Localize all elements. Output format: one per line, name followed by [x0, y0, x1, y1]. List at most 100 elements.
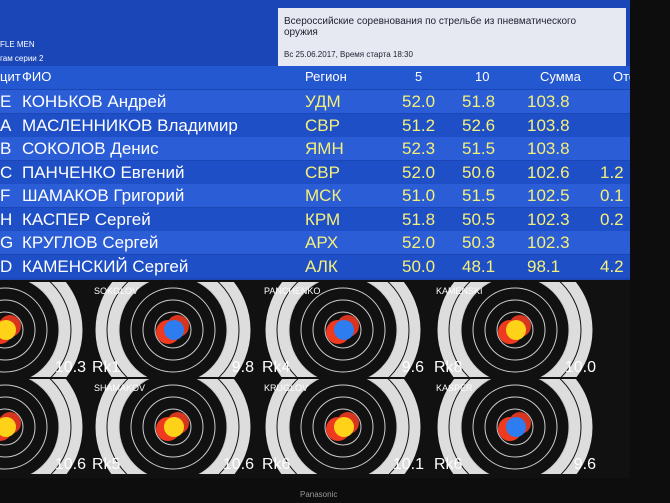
target-name: SHAMAKOV: [94, 383, 145, 393]
target-score: 10.6: [55, 456, 86, 473]
cell-gap: 1.2: [600, 162, 624, 182]
cell-s10: 48.1: [462, 256, 496, 276]
cell-code: D: [0, 256, 13, 276]
target-svg: SHAMAKOV Rk5 10.6: [92, 379, 254, 474]
target-rank: Rk4: [262, 359, 291, 376]
cell-region: ЯМН: [305, 139, 344, 158]
target: KRUGLOV Rk6 10.1: [258, 379, 428, 474]
cell-total: 102.3: [527, 209, 570, 229]
table-row: D КАМЕНСКИЙ Сергей АЛК 50.0 48.1 98.1 4.2: [0, 254, 630, 278]
cell-s5: 52.0: [402, 92, 436, 111]
cell-s5: 52.0: [402, 233, 436, 252]
column-label: Отст.: [613, 69, 630, 84]
cell-s10: 51.5: [462, 139, 496, 158]
cell-s5: 51.8: [402, 209, 436, 229]
cell-s5: 50.0: [402, 256, 436, 276]
target-svg: KRUGLOV Rk6 10.1: [262, 379, 424, 474]
table-row: G КРУГЛОВ Сергей АРХ 52.0 50.3 102.3: [0, 231, 630, 254]
cell-s10: 50.5: [462, 209, 496, 229]
table-row: E КОНЬКОВ Андрей УДМ 52.0 51.8 103.8: [0, 90, 630, 113]
cell-code: A: [0, 115, 12, 135]
cell-gap: 0.1: [600, 186, 624, 205]
target-name: SOKOLOV: [94, 286, 138, 296]
cell-total: 102.6: [527, 162, 570, 182]
cell-total: 102.3: [527, 233, 570, 252]
target-rank: Rk1: [92, 359, 121, 376]
table-row: B СОКОЛОВ Денис ЯМН 52.3 51.5 103.8: [0, 137, 630, 160]
cell-name: ШАМАКОВ Григорий: [22, 186, 185, 205]
cell-name: КАМЕНСКИЙ Сергей: [22, 256, 189, 276]
cell-total: 102.5: [527, 186, 570, 205]
column-label: Регион: [305, 69, 347, 84]
shot: [164, 417, 184, 437]
cell-region: УДМ: [305, 92, 341, 111]
target: KAMENSKI Rk8 10.0: [430, 282, 600, 377]
cell-s10: 50.3: [462, 233, 496, 252]
cell-name: КОНЬКОВ Андрей: [22, 92, 167, 111]
cell-s10: 51.5: [462, 186, 496, 205]
cell-name: ПАНЧЕНКО Евгений: [22, 162, 185, 182]
cell-name: МАСЛЕННИКОВ Владимир: [22, 115, 238, 135]
cell-region: СВР: [305, 115, 340, 135]
shot: [506, 320, 526, 340]
target: 10.6: [0, 379, 90, 474]
target: KASPER Rk6 9.6: [430, 379, 600, 474]
shot: [334, 320, 354, 340]
cell-total: 98.1: [527, 256, 561, 276]
column-label: цит: [0, 69, 21, 84]
cell-total: 103.8: [527, 115, 570, 135]
cell-s10: 50.6: [462, 162, 496, 182]
cell-name: КРУГЛОВ Сергей: [22, 233, 159, 252]
cell-code: C: [0, 162, 13, 182]
shot: [334, 417, 354, 437]
target-svg: PANCHENKO Rk4 9.6: [262, 282, 424, 377]
target-name: PANCHENKO: [264, 286, 320, 296]
cell-total: 103.8: [527, 139, 570, 158]
target-svg: KASPER Rk6 9.6: [434, 379, 596, 474]
cell-code: H: [0, 209, 13, 229]
shot: [506, 417, 526, 437]
target-score: 10.6: [223, 456, 254, 473]
target-score: 9.8: [232, 359, 254, 376]
column-label: Сумма: [540, 69, 581, 84]
column-label: 5: [415, 69, 423, 84]
cell-name: СОКОЛОВ Денис: [22, 139, 159, 158]
shot: [164, 320, 184, 340]
cell-region: СВР: [305, 162, 340, 182]
cell-region: АРХ: [305, 233, 339, 252]
target-rank: Rk8: [434, 359, 463, 376]
target: SOKOLOV Rk1 9.8: [88, 282, 258, 377]
cell-code: G: [0, 233, 14, 252]
target-score: 10.3: [55, 359, 86, 376]
screen: FLE MEN гам серии 2 Всероссийские соревн…: [0, 0, 630, 478]
cell-region: АЛК: [305, 256, 338, 276]
target-rank: Rk6: [262, 456, 291, 473]
target-rank: Rk6: [434, 456, 463, 473]
target: SHAMAKOV Rk5 10.6: [88, 379, 258, 474]
cell-code: E: [0, 92, 12, 111]
target: 10.3: [0, 282, 90, 377]
header-left: гам серии 2: [0, 54, 44, 63]
cell-s5: 52.3: [402, 139, 436, 158]
header-subtitle: Вс 25.06.2017, Время старта 18:30: [284, 50, 413, 59]
cell-region: КРМ: [305, 209, 341, 229]
target-rank: Rk5: [92, 456, 121, 473]
cell-gap: 0.2: [600, 209, 624, 229]
cell-total: 103.8: [527, 92, 570, 111]
target-svg: 10.6: [0, 379, 86, 474]
shot: [0, 417, 16, 437]
cell-s10: 52.6: [462, 115, 496, 135]
cell-s5: 51.2: [402, 115, 436, 135]
target-score: 9.6: [402, 359, 424, 376]
header-box: Всероссийские соревнования по стрельбе и…: [278, 8, 626, 66]
target-svg: 10.3: [0, 282, 86, 377]
cell-gap: 4.2: [600, 256, 624, 276]
target-svg: SOKOLOV Rk1 9.8: [92, 282, 254, 377]
cell-s10: 51.8: [462, 92, 496, 111]
header-left: FLE MEN: [0, 40, 35, 49]
cell-code: F: [0, 186, 11, 205]
shot: [0, 320, 16, 340]
table-row: A МАСЛЕННИКОВ Владимир СВР 51.2 52.6 103.8: [0, 113, 630, 137]
